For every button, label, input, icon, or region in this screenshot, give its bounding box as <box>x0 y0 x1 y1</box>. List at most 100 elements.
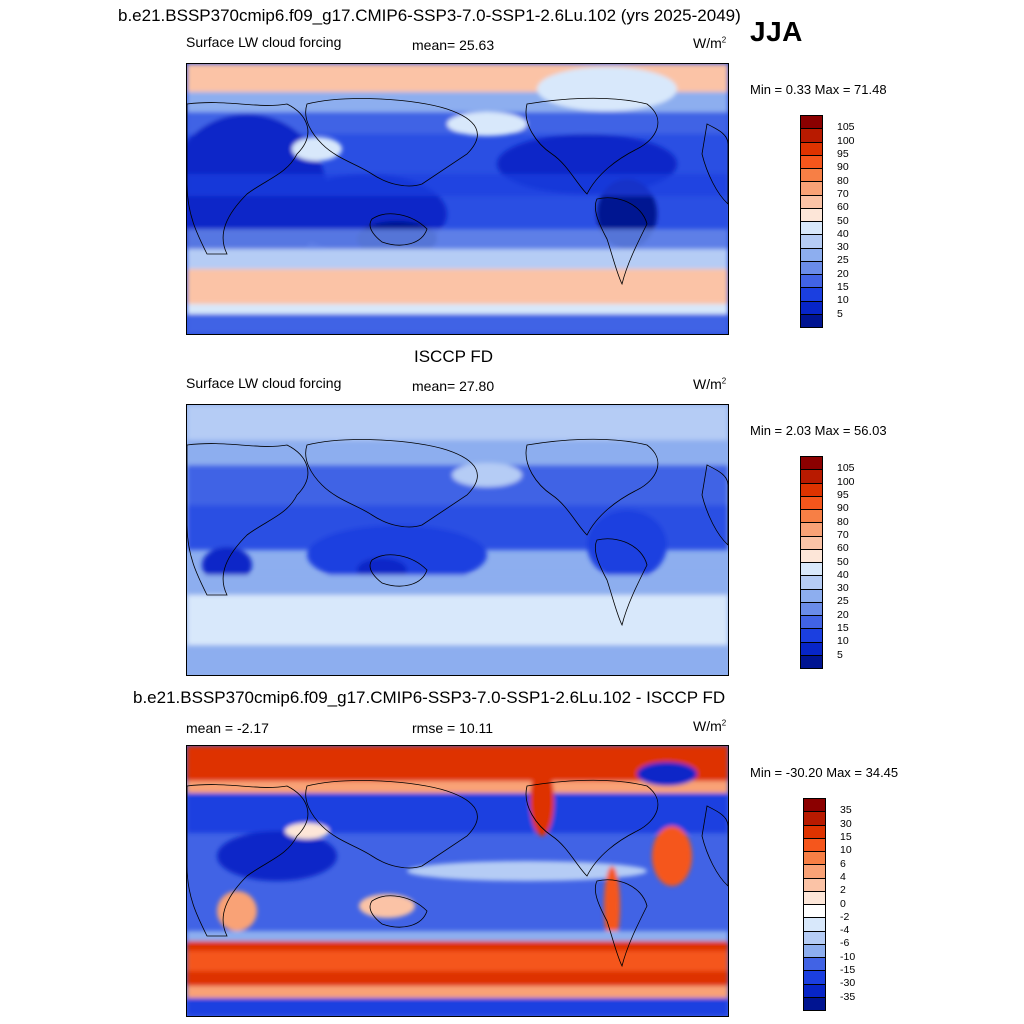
colorbar-tick-label: 60 <box>837 542 849 555</box>
colorbar-swatch <box>804 891 825 905</box>
colorbar-swatch <box>801 222 822 236</box>
colorbar-tick-label: 15 <box>837 622 849 635</box>
colorbar-swatch <box>801 155 822 169</box>
colorbar-tick-label: 20 <box>837 267 849 280</box>
colorbar-swatch <box>801 496 822 510</box>
colorbar-swatch <box>804 905 825 919</box>
colorbar-tick-label: 10 <box>840 844 852 857</box>
panel1-colorbar <box>800 115 823 328</box>
colorbar-tick-label: 95 <box>837 147 849 160</box>
colorbar-tick-label: -2 <box>840 910 850 923</box>
colorbar-swatch <box>804 918 825 932</box>
colorbar-swatch <box>801 629 822 643</box>
colorbar-tick-label: 15 <box>840 830 852 843</box>
colorbar-tick-label: 100 <box>837 134 855 147</box>
colorbar-swatch <box>804 838 825 852</box>
colorbar-swatch <box>801 288 822 302</box>
colorbar-tick-label: 6 <box>840 857 846 870</box>
panel2-units: W/m2 <box>693 376 727 392</box>
panel1-units: W/m2 <box>693 35 727 51</box>
colorbar-swatch <box>801 142 822 156</box>
colorbar-tick-label: 35 <box>840 804 852 817</box>
colorbar-swatch <box>801 301 822 315</box>
colorbar-swatch <box>801 235 822 249</box>
colorbar-tick-label: 20 <box>837 608 849 621</box>
colorbar-swatch <box>801 314 822 327</box>
colorbar-swatch <box>801 483 822 497</box>
colorbar-tick-label: 15 <box>837 281 849 294</box>
colorbar-tick-label: -10 <box>840 950 856 963</box>
colorbar-tick-label: -30 <box>840 977 856 990</box>
panel1-mean-label: mean= 25.63 <box>412 37 495 53</box>
panel1-variable-label: Surface LW cloud forcing <box>186 34 342 50</box>
colorbar-tick-label: -15 <box>840 964 856 977</box>
colorbar-tick-label: 10 <box>837 294 849 307</box>
colorbar-swatch <box>801 523 822 537</box>
colorbar-swatch <box>804 931 825 945</box>
colorbar-tick-label: -4 <box>840 924 850 937</box>
panel3-mean-label: mean = -2.17 <box>186 720 269 736</box>
colorbar-tick-label: 25 <box>837 254 849 267</box>
colorbar-tick-label: 50 <box>837 555 849 568</box>
colorbar-tick-label: 80 <box>837 174 849 187</box>
colorbar-swatch <box>804 958 825 972</box>
colorbar-tick-label: 5 <box>837 648 843 661</box>
panel2-mean-label: mean= 27.80 <box>412 378 495 394</box>
colorbar-swatch <box>804 852 825 866</box>
season-label: JJA <box>750 16 803 47</box>
colorbar-tick-label: 80 <box>837 515 849 528</box>
colorbar-swatch <box>801 549 822 563</box>
colorbar-tick-label: 105 <box>837 462 855 475</box>
colorbar-swatch <box>801 602 822 616</box>
colorbar-tick-label: 30 <box>837 582 849 595</box>
colorbar-swatch <box>804 865 825 879</box>
colorbar-tick-label: 30 <box>837 241 849 254</box>
colorbar-tick-label: 4 <box>840 870 846 883</box>
colorbar-swatch <box>801 457 822 471</box>
colorbar-swatch <box>804 971 825 985</box>
panel3-minmax: Min = -30.20 Max = 34.45 <box>750 765 899 780</box>
colorbar-swatch <box>804 878 825 892</box>
colorbar-swatch <box>801 589 822 603</box>
colorbar-tick-label: 90 <box>837 502 849 515</box>
main-title: b.e21.BSSP370cmip6.f09_g17.CMIP6-SSP3-7.… <box>118 6 741 25</box>
colorbar-tick-label: 60 <box>837 201 849 214</box>
panel2-minmax: Min = 2.03 Max = 56.03 <box>750 423 887 438</box>
colorbar-swatch <box>801 655 822 668</box>
colorbar-tick-label: 105 <box>837 121 855 134</box>
colorbar-tick-label: 70 <box>837 187 849 200</box>
panel3-units: W/m2 <box>693 718 727 734</box>
colorbar-swatch <box>801 576 822 590</box>
colorbar-swatch <box>801 510 822 524</box>
colorbar-tick-label: 95 <box>837 488 849 501</box>
panel2-variable-label: Surface LW cloud forcing <box>186 375 342 391</box>
panel1-map <box>186 63 729 335</box>
colorbar-tick-label: 5 <box>837 307 843 320</box>
colorbar-tick-label: 40 <box>837 227 849 240</box>
colorbar-tick-label: 25 <box>837 595 849 608</box>
colorbar-swatch <box>801 116 822 130</box>
panel2-heading: ISCCP FD <box>414 347 494 366</box>
panel1-minmax: Min = 0.33 Max = 71.48 <box>750 82 887 97</box>
colorbar-swatch <box>801 536 822 550</box>
colorbar-tick-label: 50 <box>837 214 849 227</box>
colorbar-tick-label: -35 <box>840 990 856 1003</box>
colorbar-tick-label: 40 <box>837 568 849 581</box>
colorbar-swatch <box>801 275 822 289</box>
panel3-map <box>186 745 729 1017</box>
colorbar-swatch <box>801 182 822 196</box>
colorbar-swatch <box>801 616 822 630</box>
colorbar-tick-label: 90 <box>837 161 849 174</box>
colorbar-tick-label: 10 <box>837 635 849 648</box>
colorbar-swatch <box>801 129 822 143</box>
colorbar-swatch <box>801 169 822 183</box>
colorbar-swatch <box>801 563 822 577</box>
colorbar-swatch <box>804 799 825 813</box>
colorbar-swatch <box>801 642 822 656</box>
colorbar-swatch <box>801 470 822 484</box>
colorbar-swatch <box>804 812 825 826</box>
colorbar-tick-label: 100 <box>837 475 855 488</box>
colorbar-tick-label: 70 <box>837 528 849 541</box>
colorbar-swatch <box>801 261 822 275</box>
colorbar-swatch <box>804 944 825 958</box>
